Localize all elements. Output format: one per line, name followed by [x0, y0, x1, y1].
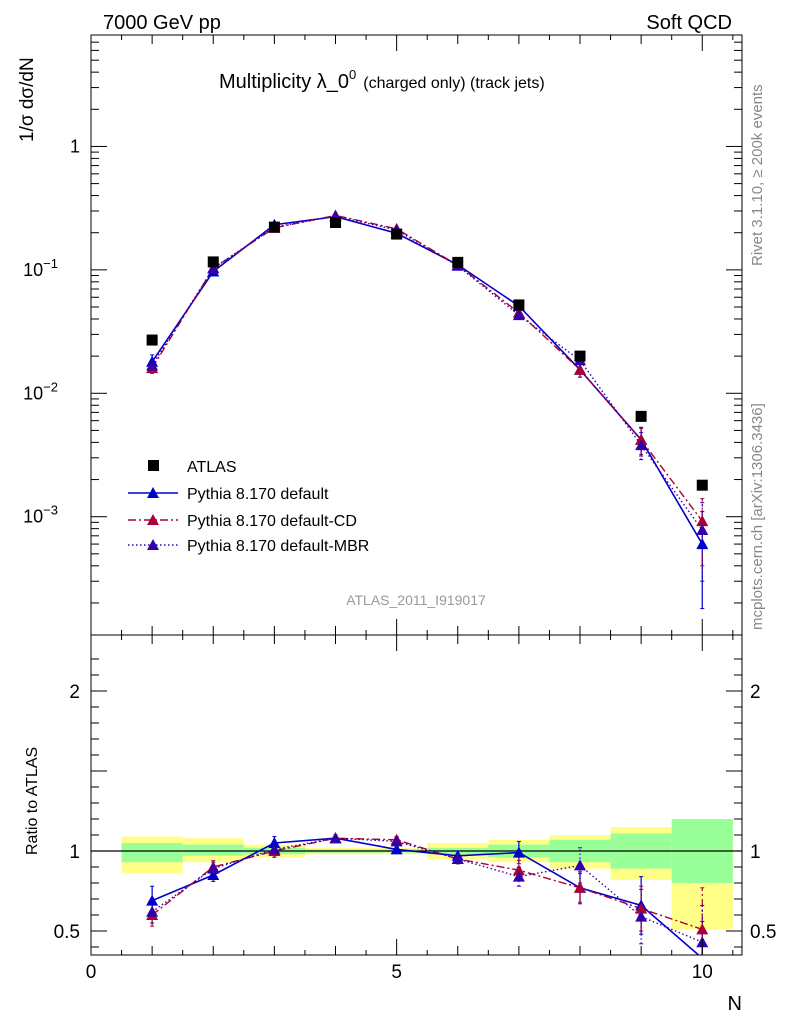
plot-title: Multiplicity λ_00 (charged only) (track j…	[219, 67, 545, 93]
ratio-series-line-cd	[151, 837, 703, 931]
legend-default-label: Pythia 8.170 default	[187, 486, 329, 503]
x-tick-label: 10	[692, 962, 713, 983]
legend-default-marker	[147, 487, 159, 498]
atlas-data-point	[452, 256, 464, 268]
ratio-marker-default	[390, 843, 403, 855]
top-y-tick-label: 10−2	[23, 379, 58, 403]
legend-item-default: Pythia 8.170 default	[128, 486, 329, 503]
ratio-panel-frame	[90, 634, 743, 956]
analysis-watermark: ATLAS_2011_I919017	[346, 592, 486, 608]
x-tick-label: 0	[86, 962, 97, 983]
legend-cd-label: Pythia 8.170 default-CD	[187, 513, 357, 530]
x-axis-title: N	[728, 993, 742, 1015]
top-marker-cd	[696, 515, 709, 527]
ratio-marker-cd	[696, 923, 709, 935]
atlas-data-point	[635, 410, 647, 422]
ratio-band-inner	[182, 844, 244, 856]
top-y-axis-title: 1/σ dσ/dN	[17, 57, 38, 142]
legend-item-atlas: ATLAS	[148, 459, 237, 476]
top-marker-mbr	[512, 309, 525, 321]
atlas-data-point	[330, 216, 342, 228]
source-label: mcplots.cern.ch [arXiv:1306.3436]	[749, 403, 766, 630]
ratio-marker-mbr	[146, 905, 159, 917]
ratio-marker-mbr	[268, 843, 281, 855]
ratio-marker-default	[268, 837, 281, 848]
plot-title-sup: 0	[349, 67, 356, 82]
top-marker-mbr	[696, 524, 709, 536]
ratio-marker-mbr	[451, 853, 464, 864]
ratio-series-line-default	[151, 837, 700, 955]
ratio-y-tick-label-right: 1	[750, 842, 761, 863]
ratio-marker-mbr	[574, 859, 587, 871]
ratio-marker-default	[146, 894, 159, 906]
ratio-y-tick-label: 2	[69, 682, 80, 703]
legend-atlas-label: ATLAS	[187, 459, 237, 476]
ratio-marker-mbr	[207, 862, 220, 874]
atlas-data-point	[391, 228, 403, 240]
legend-item-mbr: Pythia 8.170 default-MBR	[128, 538, 369, 555]
energy-label: 7000 GeV pp	[103, 12, 221, 34]
legend-mbr-label: Pythia 8.170 default-MBR	[187, 538, 369, 555]
ratio-panel: 0.5 0.5 1 1 2 2 0 5 10 Ratio to ATLAS N	[24, 634, 776, 1015]
top-marker-cd	[574, 363, 587, 375]
top-series-line-cd	[151, 214, 703, 522]
atlas-data-point	[207, 256, 219, 268]
ratio-y-axis-title: Ratio to ATLAS	[24, 747, 41, 855]
atlas-data-point	[574, 350, 586, 362]
plot-title-suffix: (charged only) (track jets)	[363, 75, 544, 92]
top-marker-mbr	[207, 262, 220, 274]
rivet-label: Rivet 3.1.10, ≥ 200k events	[749, 84, 766, 266]
ratio-marker-mbr	[329, 832, 342, 844]
atlas-data-point	[268, 221, 280, 233]
ratio-y-tick-label: 1	[69, 842, 80, 863]
ratio-marker-mbr	[390, 835, 403, 847]
legend-cd-marker	[147, 514, 159, 525]
ratio-band-inner	[121, 843, 183, 863]
atlas-data-point	[146, 334, 158, 346]
ratio-marker-cd	[512, 864, 525, 876]
atlas-data-point	[513, 299, 525, 311]
top-y-tick-label: 10−3	[23, 503, 58, 527]
top-y-tick-label: 10−1	[23, 256, 58, 280]
ratio-y-tick-label-right: 2	[750, 682, 761, 703]
ratio-marker-cd	[635, 902, 648, 914]
atlas-data-point	[696, 479, 708, 491]
ratio-marker-cd	[574, 881, 587, 893]
top-y-tick-label: 1	[70, 136, 80, 156]
top-series-line-mbr	[151, 215, 703, 531]
ratio-y-tick-label: 0.5	[54, 922, 80, 943]
ratio-marker-mbr	[635, 910, 648, 922]
category-label: Soft QCD	[646, 12, 732, 34]
top-panel: 1 10−1 10−2 10−3 1/σ dσ/dN Multiplicity λ_0…	[17, 34, 743, 636]
top-marker-mbr	[146, 359, 159, 371]
ratio-y-tick-label-right: 0.5	[750, 922, 776, 943]
x-tick-label: 5	[391, 962, 402, 983]
legend-item-cd: Pythia 8.170 default-CD	[128, 513, 357, 530]
plot-title-main: Multiplicity λ_0	[219, 71, 349, 93]
legend-atlas-marker	[148, 460, 159, 471]
legend-mbr-marker	[147, 539, 159, 550]
top-marker-default	[696, 538, 709, 550]
top-marker-mbr	[635, 439, 648, 451]
ratio-marker-default	[512, 846, 525, 858]
legend: ATLAS Pythia 8.170 default Pythia 8.170 …	[128, 459, 369, 555]
ratio-marker-default	[207, 869, 220, 880]
ratio-marker-mbr	[512, 870, 525, 882]
